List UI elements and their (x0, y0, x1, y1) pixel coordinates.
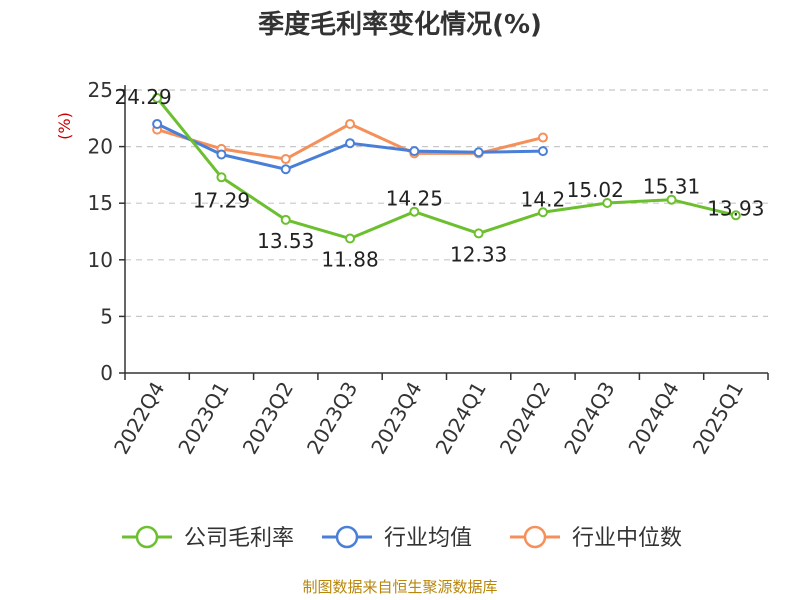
y-tick-label: 5 (100, 304, 113, 328)
y-axis-unit: (%) (55, 112, 74, 140)
data-point (345, 233, 356, 244)
legend-swatch-marker (335, 525, 359, 549)
data-point (345, 118, 356, 129)
data-point (345, 138, 356, 149)
data-point (280, 214, 291, 225)
y-tick-label: 10 (88, 248, 113, 272)
legend-entry: 公司毛利率 (184, 526, 294, 551)
x-tick-label: 2023Q3 (302, 378, 362, 459)
x-tick-label: 2024Q3 (559, 378, 619, 459)
data-label: 17.29 (193, 188, 250, 212)
data-point (280, 154, 291, 165)
data-point (152, 118, 163, 129)
data-point (666, 194, 677, 205)
legend-entry: 行业均值 (384, 526, 472, 551)
x-tick-label: 2024Q1 (431, 378, 491, 459)
x-tick-label: 2023Q2 (238, 378, 298, 459)
y-tick-label: 25 (88, 78, 113, 102)
y-axis-ticks: 0 5 10 15 20 25 (88, 78, 125, 385)
legend-swatch-marker (523, 525, 547, 549)
grid-lines (125, 89, 768, 317)
footer-source: 制图数据来自恒生聚源数据库 (302, 578, 497, 596)
series-layer (152, 93, 741, 244)
y-tick-label: 15 (88, 191, 113, 215)
data-label: 14.2 (521, 187, 566, 211)
y-tick-label: 0 (100, 361, 113, 385)
data-point (537, 146, 548, 157)
data-point (216, 149, 227, 160)
data-label: 11.88 (321, 248, 378, 272)
data-label: 12.33 (450, 242, 507, 266)
legend: 公司毛利率 行业均值 行业中位数 (122, 525, 682, 551)
data-point (473, 147, 484, 158)
data-label: 15.31 (643, 175, 700, 199)
data-label: 24.29 (115, 85, 172, 109)
data-point (473, 228, 484, 239)
data-label: 14.25 (386, 187, 443, 211)
data-point (409, 146, 420, 157)
data-label: 15.02 (567, 178, 624, 202)
data-point (537, 132, 548, 143)
x-axis-ticks: 2022Q4 2023Q1 2023Q2 2023Q3 2023Q4 2024Q1 2024… (109, 373, 769, 459)
x-tick-label: 2022Q4 (109, 378, 169, 459)
x-tick-label: 2024Q2 (495, 378, 555, 459)
data-point (152, 93, 163, 104)
legend-entry: 行业中位数 (572, 526, 682, 551)
axes (124, 85, 768, 374)
x-tick-label: 2024Q4 (623, 378, 683, 459)
x-tick-label: 2023Q1 (173, 378, 233, 459)
data-point (602, 197, 613, 208)
data-label: 13.93 (707, 196, 764, 220)
chart-title: 季度毛利率变化情况(%) (258, 9, 542, 40)
data-point (409, 206, 420, 217)
x-tick-label: 2023Q4 (366, 378, 426, 459)
data-point (537, 207, 548, 218)
data-point (280, 164, 291, 175)
y-tick-label: 20 (88, 135, 113, 159)
data-point (216, 172, 227, 183)
data-point (730, 210, 741, 221)
x-tick-label: 2025Q1 (688, 378, 748, 459)
legend-swatch-marker (135, 525, 159, 549)
data-label: 13.53 (257, 229, 314, 253)
series-line (155, 97, 737, 241)
data-labels: 24.29 17.29 13.53 11.88 14.25 12.33 14.2 15.02 1… (115, 85, 765, 271)
